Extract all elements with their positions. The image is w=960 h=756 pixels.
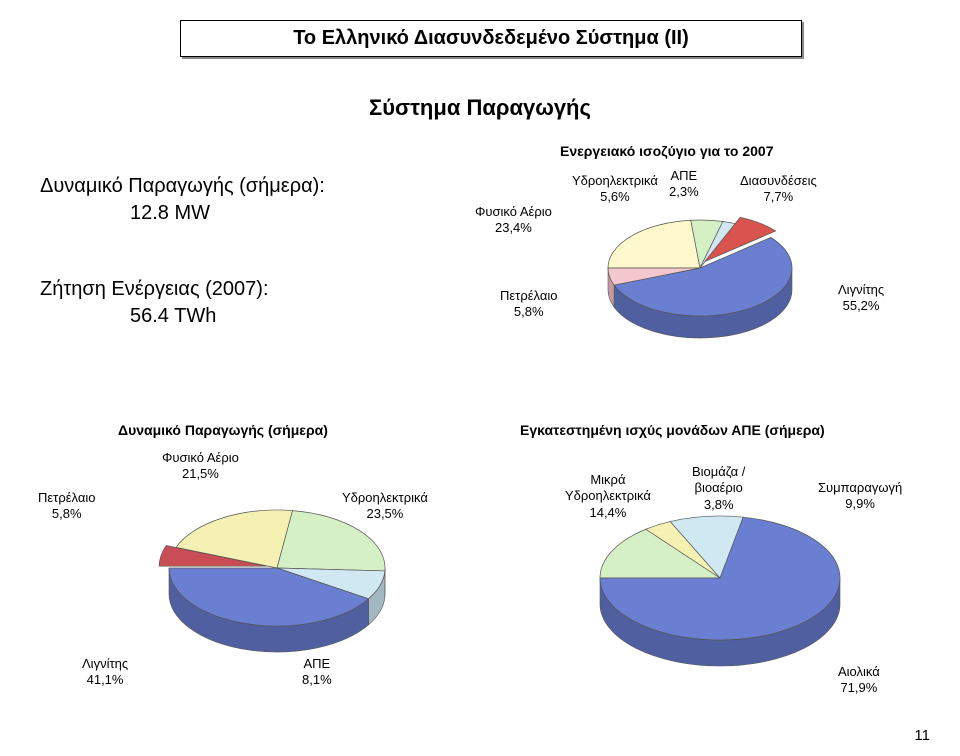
pie-label-value: 14,4% xyxy=(565,505,651,521)
pie-label-value: 2,3% xyxy=(669,184,699,200)
pie-label-value: 8,1% xyxy=(302,672,332,688)
pie-label-value: 23,5% xyxy=(342,506,428,522)
pie-label-name: Φυσικό Αέριο xyxy=(162,450,239,465)
pie-label: Λιγνίτης41,1% xyxy=(82,656,128,689)
pie-label-value: 5,6% xyxy=(572,189,658,205)
pie-label: Φυσικό Αέριο23,4% xyxy=(475,204,552,237)
pie-label: ΑΠΕ2,3% xyxy=(669,168,699,201)
pie-label-name: Βιομάζα /βιοαέριο xyxy=(692,464,745,495)
chart-title: Ενεργειακό ισοζύγιο για το 2007 xyxy=(560,143,774,159)
pie-label-value: 41,1% xyxy=(82,672,128,688)
pie-label-name: Πετρέλαιο xyxy=(500,288,557,303)
pie-label: Πετρέλαιο5,8% xyxy=(38,490,95,523)
pie-label: Λιγνίτης55,2% xyxy=(838,282,884,315)
pie-label-value: 3,8% xyxy=(692,497,745,513)
pie-label: Αιολικά71,9% xyxy=(838,664,880,697)
pie-label-value: 71,9% xyxy=(838,680,880,696)
pie-label: Πετρέλαιο5,8% xyxy=(500,288,557,321)
pie-label: ΑΠΕ8,1% xyxy=(302,656,332,689)
chart-title: Εγκατεστημένη ισχύς μονάδων ΑΠΕ (σήμερα) xyxy=(520,422,825,438)
pie-label-name: ΑΠΕ xyxy=(303,656,330,671)
pie-label: Υδροηλεκτρικά5,6% xyxy=(572,173,658,206)
pie-label-value: 55,2% xyxy=(838,298,884,314)
pie-label-name: Λιγνίτης xyxy=(838,282,884,297)
pie-label-name: Διασυνδέσεις xyxy=(740,173,817,188)
pie-label: Διασυνδέσεις7,7% xyxy=(740,173,817,206)
pie-label-name: Υδροηλεκτρικά xyxy=(572,173,658,188)
pie-label-value: 7,7% xyxy=(740,189,817,205)
pie-label: ΜικράΥδροηλεκτρικά 14,4% xyxy=(565,472,651,521)
pie-label-name: Υδροηλεκτρικά xyxy=(342,490,428,505)
pie-label-name: Λιγνίτης xyxy=(82,656,128,671)
page-number: 11 xyxy=(914,727,930,744)
pie-label: Υδροηλεκτρικά23,5% xyxy=(342,490,428,523)
pie-label-value: 9,9% xyxy=(818,496,902,512)
pie-label-value: 5,8% xyxy=(500,304,557,320)
pie-label-name: ΜικράΥδροηλεκτρικά xyxy=(565,472,651,503)
chart-title: Δυναμικό Παραγωγής (σήμερα) xyxy=(118,422,328,438)
pie-label: Φυσικό Αέριο21,5% xyxy=(162,450,239,483)
pie-label-value: 23,4% xyxy=(475,220,552,236)
pie-label-value: 5,8% xyxy=(38,506,95,522)
pie-label: Συμπαραγωγή9,9% xyxy=(818,480,902,513)
pie-label-name: Αιολικά xyxy=(838,664,880,679)
pie-label-name: ΑΠΕ xyxy=(670,168,697,183)
pie-label: Βιομάζα /βιοαέριο 3,8% xyxy=(692,464,745,513)
pie-label-name: Συμπαραγωγή xyxy=(818,480,902,495)
pie-label-value: 21,5% xyxy=(162,466,239,482)
pie-label-name: Πετρέλαιο xyxy=(38,490,95,505)
pie-label-name: Φυσικό Αέριο xyxy=(475,204,552,219)
charts-layer xyxy=(0,0,960,756)
